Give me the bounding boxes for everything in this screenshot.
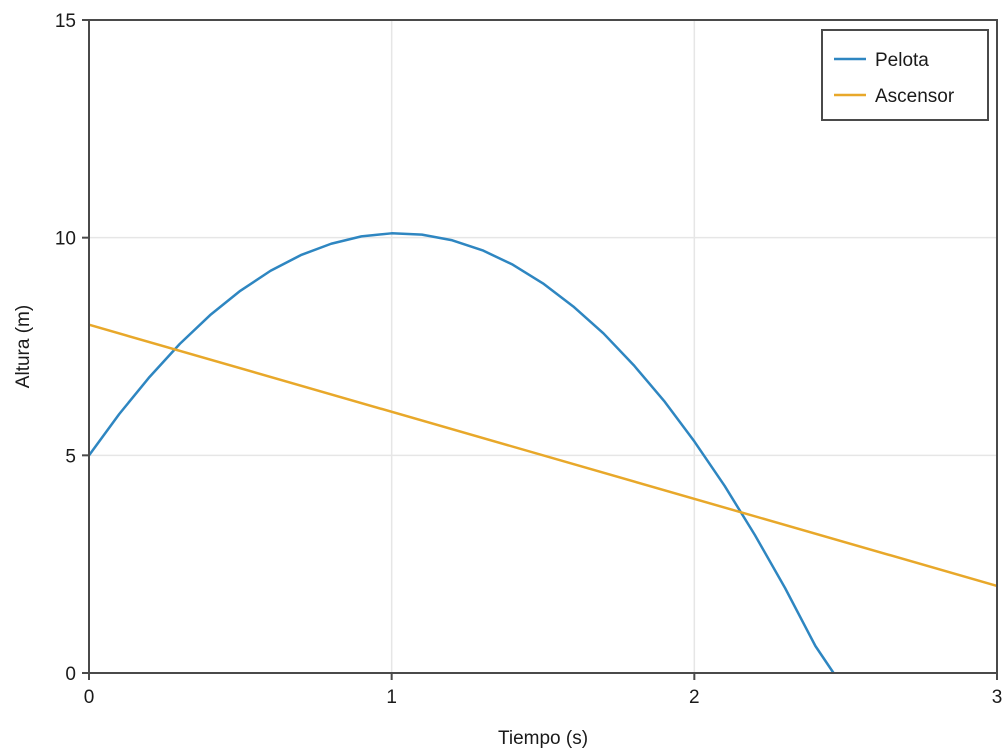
plot-frame [88, 19, 998, 674]
x-tick-label: 2 [689, 687, 700, 708]
y-tick-label: 10 [55, 229, 76, 250]
series-line-ascensor [88, 323, 998, 588]
ticks: 0 1 2 3 0 5 10 15 [55, 11, 1002, 708]
x-tick-label: 1 [386, 687, 397, 708]
x-tick-label: 0 [84, 687, 95, 708]
x-axis-title: Tiempo (s) [498, 728, 588, 749]
y-tick-label: 5 [65, 446, 76, 467]
legend: Pelota Ascensor [821, 29, 989, 121]
legend-label-ascensor: Ascensor [875, 86, 955, 107]
legend-box [821, 29, 989, 121]
y-axis-title: Altura (m) [13, 305, 34, 388]
series-layer [87, 232, 998, 674]
y-tick-label: 0 [65, 664, 76, 685]
series-line-pelota [87, 232, 835, 674]
y-tick-label: 15 [55, 11, 76, 32]
x-tick-label: 3 [992, 687, 1003, 708]
legend-label-pelota: Pelota [875, 50, 929, 71]
